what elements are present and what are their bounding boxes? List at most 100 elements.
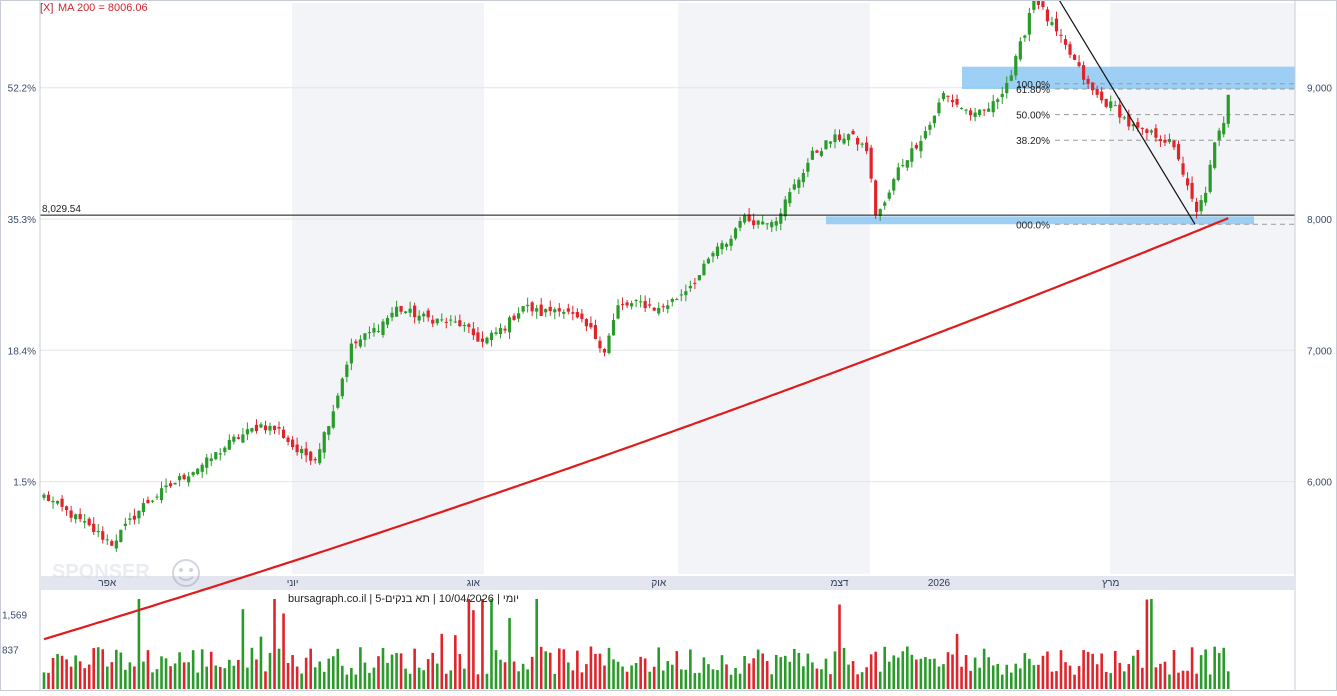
volume-bar-14 [105,666,109,689]
candle-body-204 [964,109,968,111]
candle-body-98 [485,337,489,344]
volume-bar-139 [670,664,674,689]
volume-bar-169 [806,653,810,689]
volume-bar-118 [576,650,579,689]
volume-bar-180 [856,674,859,689]
volume-bar-63 [327,658,331,689]
candle-body-56 [295,444,299,453]
candle-body-251 [1176,144,1181,160]
volume-bar-112 [548,652,552,689]
candle-body-8 [78,513,82,520]
volume-bar-148 [711,669,715,689]
volume-bar-253 [1186,670,1189,689]
volume-bar-81 [408,673,412,689]
candle-body-81 [408,308,412,313]
candle-body-84 [422,313,426,317]
candle-body-163 [779,213,783,224]
volume-bar-246 [1154,667,1158,689]
watermark-face-icon [172,559,200,587]
candle-body-219 [1032,0,1036,10]
volume-bar-5 [65,659,68,689]
volume-bar-69 [354,674,358,689]
volume-bar-249 [1168,674,1171,689]
candle-body-32 [187,476,191,483]
percent-tick-label-1: 18.4% [8,346,36,357]
date-axis: אפר יוני אוג אוק דצמ 2026 מרץ [40,576,1295,590]
candle-body-260 [1217,130,1221,140]
volume-bar-23 [146,650,150,689]
volume-bar-37 [209,651,213,689]
candle-body-222 [1045,9,1050,22]
candle-body-29 [173,482,177,485]
candle-body-105 [517,313,521,319]
volume-bar-188 [892,655,896,689]
volume-bar-111 [544,651,548,689]
close-indicator-button[interactable]: [X] [40,2,53,14]
candle-body-196 [928,124,932,130]
volume-bar-47 [255,659,258,689]
candle-body-186 [883,202,887,206]
volume-bar-238 [1118,662,1122,689]
candle-body-177 [842,138,846,144]
volume-bar-96 [476,674,480,689]
candle-body-129 [625,302,629,306]
volume-bar-129 [625,671,629,689]
candle-body-76 [385,317,390,325]
moving-average-200 [43,217,1229,641]
candle-body-207 [978,109,982,116]
candle-body-35 [200,464,204,472]
volume-bar-70 [359,647,362,689]
candle-body-189 [896,167,900,181]
candle-body-109 [535,308,539,312]
volume-bar-7 [74,655,77,689]
volume-bar-76 [386,662,389,689]
candle-body-201 [950,99,955,103]
volume-bar-185 [878,671,882,689]
candle-body-229 [1077,62,1081,67]
candle-body-160 [765,223,769,225]
volume-bar-155 [743,655,746,689]
candle-body-216 [1018,41,1022,60]
candle-body-241 [1131,124,1135,127]
candle-body-142 [684,291,688,296]
volume-bar-144 [693,673,697,689]
candle-body-87 [435,318,439,324]
candle-body-227 [1068,44,1072,55]
volume-bar-64 [331,656,335,689]
volume-bar-171 [815,668,819,689]
volume-bar-261 [1222,647,1226,689]
volume-tick-label-1: 1,569 [2,611,27,622]
fib-label-2: 50.00% [1016,111,1050,122]
candle-body-45 [245,429,249,435]
candle-body-97 [480,338,485,342]
candle-body-209 [987,108,991,112]
candle-body-175 [833,134,837,143]
candle-body-38 [214,452,218,460]
candle-body-159 [761,221,765,225]
candle-body-14 [105,539,109,541]
date-tick-label-5: 2026 [928,578,951,589]
candle-body-181 [860,143,864,145]
candle-body-240 [1127,114,1131,127]
candle-body-54 [286,437,290,442]
volume-bar-240 [1127,664,1131,689]
candle-body-67 [345,364,349,377]
volume-bar-114 [557,648,561,689]
volume-bar-173 [824,658,828,689]
candle-body-143 [688,285,692,289]
candle-body-73 [372,328,376,333]
candle-body-203 [959,108,964,110]
volume-bar-213 [1005,664,1009,689]
candle-body-152 [729,238,733,246]
candle-body-89 [444,321,448,323]
percent-tick-label-3: 52.2% [8,84,36,95]
candle-body-0 [42,494,46,498]
date-axis-strip [40,576,1295,590]
volume-panel: 837 1,569 [2,599,1230,689]
candle-body-173 [824,140,828,150]
volume-bar-59 [309,648,312,689]
price-tick-label-0: 6,000 [1307,478,1332,489]
candle-body-172 [819,151,824,156]
candle-body-18 [123,523,127,527]
